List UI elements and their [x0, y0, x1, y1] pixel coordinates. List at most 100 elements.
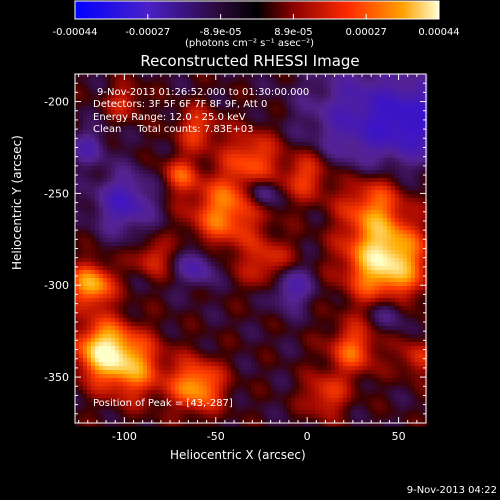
heatmap-cell: [375, 186, 380, 191]
heatmap-cell: [191, 106, 196, 111]
heatmap-cell: [219, 270, 224, 275]
heatmap-cell: [99, 118, 104, 123]
heatmap-cell: [419, 286, 424, 291]
heatmap-cell: [123, 190, 128, 195]
heatmap-cell: [95, 198, 100, 203]
heatmap-cell: [279, 166, 284, 171]
heatmap-cell: [223, 234, 228, 239]
heatmap-cell: [171, 198, 176, 203]
heatmap-cell: [155, 214, 160, 219]
heatmap-cell: [363, 282, 368, 287]
heatmap-cell: [147, 230, 152, 235]
heatmap-cell: [115, 222, 120, 227]
heatmap-cell: [371, 266, 376, 271]
heatmap-cell: [151, 106, 156, 111]
heatmap-cell: [415, 86, 420, 91]
heatmap-cell: [163, 118, 168, 123]
heatmap-cell: [83, 90, 88, 95]
heatmap-cell: [287, 230, 292, 235]
heatmap-cell: [167, 146, 172, 151]
heatmap-cell: [263, 186, 268, 191]
heatmap-cell: [155, 226, 160, 231]
heatmap-cell: [235, 254, 240, 259]
heatmap-cell: [139, 230, 144, 235]
heatmap-cell: [179, 146, 184, 151]
heatmap-cell: [415, 78, 420, 83]
heatmap-cell: [135, 290, 140, 295]
heatmap-cell: [111, 102, 116, 107]
heatmap-cell: [219, 86, 224, 91]
heatmap-cell: [339, 218, 344, 223]
heatmap-cell: [259, 138, 264, 143]
heatmap-cell: [163, 190, 168, 195]
heatmap-cell: [323, 190, 328, 195]
heatmap-cell: [87, 174, 92, 179]
heatmap-cell: [195, 246, 200, 251]
heatmap-cell: [311, 286, 316, 291]
heatmap-cell: [391, 294, 396, 299]
heatmap-cell: [367, 126, 372, 131]
heatmap-cell: [191, 222, 196, 227]
heatmap-cell: [319, 114, 324, 119]
heatmap-cell: [187, 174, 192, 179]
heatmap-cell: [95, 130, 100, 135]
heatmap-cell: [423, 86, 428, 91]
heatmap-cell: [359, 230, 364, 235]
heatmap-cell: [411, 150, 416, 155]
heatmap-cell: [295, 258, 300, 263]
heatmap-cell: [155, 242, 160, 247]
heatmap-cell: [399, 238, 404, 243]
heatmap-cell: [83, 114, 88, 119]
heatmap-cell: [251, 150, 256, 155]
heatmap-cell: [119, 74, 124, 79]
heatmap-cell: [203, 82, 208, 87]
heatmap-cell: [191, 298, 196, 303]
heatmap-cell: [83, 198, 88, 203]
heatmap-cell: [223, 114, 228, 119]
heatmap-cell: [383, 242, 388, 247]
heatmap-cell: [275, 198, 280, 203]
heatmap-cell: [323, 274, 328, 279]
heatmap-cell: [267, 138, 272, 143]
heatmap-cell: [147, 78, 152, 83]
heatmap-cell: [187, 198, 192, 203]
heatmap-cell: [255, 186, 260, 191]
heatmap-cell: [227, 218, 232, 223]
heatmap-cell: [251, 178, 256, 183]
heatmap-cell: [319, 270, 324, 275]
heatmap-cell: [207, 206, 212, 211]
heatmap-cell: [299, 166, 304, 171]
heatmap-cell: [119, 222, 124, 227]
heatmap-cell: [299, 238, 304, 243]
heatmap-cell: [147, 218, 152, 223]
heatmap-cell: [363, 226, 368, 231]
heatmap-cell: [227, 186, 232, 191]
heatmap-cell: [407, 194, 412, 199]
heatmap-cell: [263, 230, 268, 235]
heatmap-cell: [387, 106, 392, 111]
heatmap-cell: [195, 174, 200, 179]
heatmap-cell: [263, 214, 268, 219]
heatmap-cell: [167, 238, 172, 243]
heatmap-cell: [231, 194, 236, 199]
heatmap-cell: [119, 98, 124, 103]
heatmap-cell: [335, 214, 340, 219]
heatmap-cell: [115, 178, 120, 183]
heatmap-cell: [207, 290, 212, 295]
heatmap-cell: [211, 74, 216, 79]
heatmap-cell: [415, 218, 420, 223]
heatmap-cell: [331, 238, 336, 243]
heatmap-cell: [379, 294, 384, 299]
heatmap-cell: [343, 274, 348, 279]
heatmap-cell: [123, 102, 128, 107]
heatmap-cell: [195, 86, 200, 91]
heatmap-cell: [191, 138, 196, 143]
heatmap-cell: [187, 126, 192, 131]
heatmap-cell: [331, 270, 336, 275]
heatmap-cell: [243, 122, 248, 127]
heatmap-cell: [235, 102, 240, 107]
heatmap-cell: [195, 274, 200, 279]
heatmap-cell: [247, 282, 252, 287]
heatmap-cell: [363, 290, 368, 295]
heatmap-cell: [211, 150, 216, 155]
